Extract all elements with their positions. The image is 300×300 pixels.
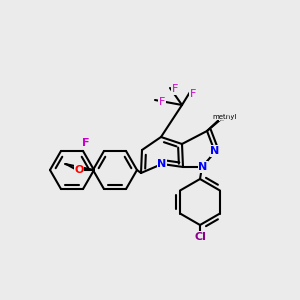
Text: O: O [74,165,84,175]
Text: N: N [210,146,220,156]
Text: N: N [158,159,166,169]
Text: F: F [172,84,178,94]
Text: methyl: methyl [213,114,237,120]
Text: F: F [82,138,90,148]
Text: F: F [159,97,165,107]
Text: F: F [190,89,196,99]
Text: methyl: methyl [220,119,224,121]
Text: Cl: Cl [194,232,206,242]
Text: methyl: methyl [226,114,230,116]
Text: N: N [198,162,208,172]
